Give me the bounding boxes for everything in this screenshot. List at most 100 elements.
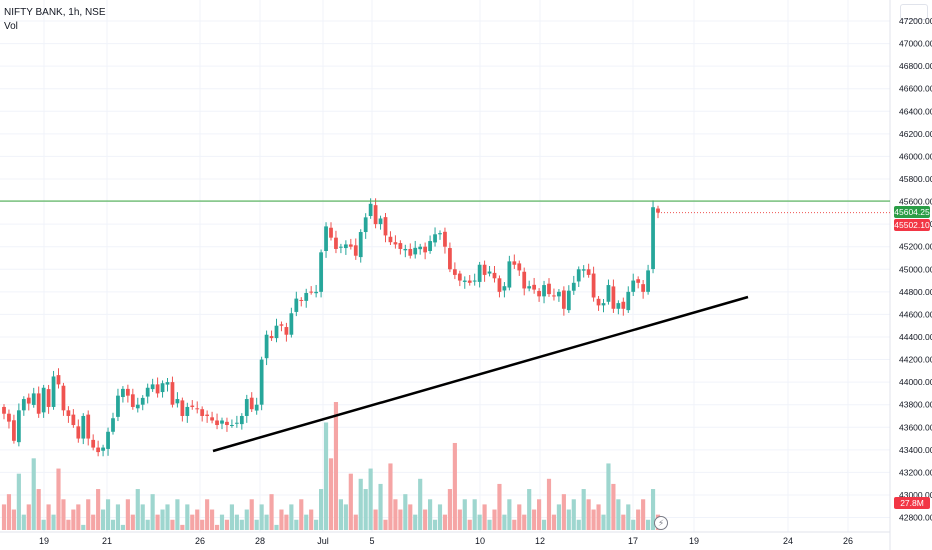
- candle-body: [472, 280, 477, 282]
- time-tick-label: 21: [102, 536, 112, 546]
- candle-body: [294, 298, 299, 312]
- candle-body: [462, 280, 467, 282]
- volume-bar: [239, 519, 244, 530]
- volume-bar: [368, 468, 373, 530]
- volume-bar: [452, 442, 457, 530]
- candle-body: [106, 431, 110, 449]
- volume-bar: [125, 499, 130, 530]
- volume-bar: [36, 489, 41, 530]
- candle-body: [299, 299, 304, 301]
- candle-body: [448, 248, 452, 270]
- volume-bar: [338, 499, 343, 530]
- price-tick-label: 45600.00: [899, 197, 932, 207]
- candle-body: [433, 234, 437, 243]
- volume-bar: [492, 509, 497, 530]
- volume-bar: [284, 514, 289, 530]
- volume-bar: [214, 524, 220, 530]
- volume-bar: [457, 509, 462, 530]
- time-tick-label: Jul: [317, 536, 329, 546]
- candle-body: [210, 417, 214, 421]
- time-tick-label: 28: [255, 536, 265, 546]
- price-tick-label: 46200.00: [899, 129, 932, 139]
- lightning-icon[interactable]: ⚡: [654, 516, 668, 530]
- volume-bar: [96, 489, 101, 530]
- volume-bar: [482, 504, 487, 530]
- volume-bar: [86, 499, 91, 530]
- volume-bar: [294, 519, 299, 530]
- candle-body: [81, 415, 86, 439]
- volume-bar: [467, 519, 472, 530]
- price-tick-label: 45200.00: [899, 242, 932, 252]
- candle-body: [234, 422, 239, 424]
- settings-box[interactable]: [900, 4, 928, 20]
- candle-body: [512, 261, 517, 265]
- candle-body: [309, 291, 314, 293]
- candle-body: [646, 270, 650, 292]
- volume-bar: [561, 494, 566, 530]
- candle-body: [230, 425, 234, 427]
- candle-body: [373, 205, 378, 225]
- volume-bar: [140, 504, 145, 530]
- volume-bar: [502, 514, 507, 530]
- candle-body: [205, 414, 210, 416]
- volume-bar: [16, 473, 21, 530]
- volume-bar: [165, 504, 170, 530]
- candle-body: [358, 232, 363, 258]
- volume-bar: [378, 483, 383, 530]
- volume-bar: [432, 519, 438, 530]
- candle-body: [121, 388, 125, 398]
- volume-indicator-label[interactable]: Vol: [4, 21, 18, 32]
- candle-body: [304, 292, 309, 301]
- volume-bar: [393, 499, 398, 530]
- volume-bar: [180, 524, 185, 530]
- symbol-title[interactable]: NIFTY BANK, 1h, NSE: [4, 7, 106, 18]
- volume-bar: [51, 514, 56, 530]
- time-tick-label: 5: [369, 536, 374, 546]
- volume-bar: [254, 519, 259, 530]
- volume-bar: [343, 504, 348, 530]
- candle-body: [601, 303, 606, 306]
- volume-bar: [353, 514, 358, 530]
- volume-bar: [46, 504, 51, 530]
- candle-body: [259, 359, 264, 405]
- volume-bar: [91, 514, 96, 530]
- volume-bar: [621, 514, 626, 530]
- volume-bar: [76, 504, 81, 530]
- price-tick-label: 43400.00: [899, 445, 932, 455]
- candle-body: [264, 334, 269, 359]
- candle-body: [284, 327, 289, 335]
- candle-body: [576, 269, 581, 282]
- volume-bar: [333, 402, 339, 530]
- volume-bar: [556, 504, 561, 530]
- volume-bar: [571, 499, 576, 530]
- volume-bar: [586, 499, 591, 530]
- volume-bar: [641, 499, 646, 530]
- volume-bar: [66, 519, 71, 530]
- price-tick-label: 47200.00: [899, 16, 932, 26]
- volume-bar: [219, 514, 225, 530]
- volume-bar: [447, 489, 452, 530]
- candle-body: [527, 286, 532, 289]
- price-tick-label: 46000.00: [899, 151, 932, 161]
- candle-body: [289, 313, 294, 335]
- volume-bar: [155, 514, 160, 530]
- candle-body: [175, 399, 180, 404]
- candle-body: [626, 291, 631, 311]
- volume-bar: [21, 514, 26, 530]
- candle-body: [215, 420, 219, 426]
- volume-badge: 27.8M: [894, 497, 930, 509]
- volume-bar: [120, 524, 125, 530]
- volume-bar: [418, 478, 423, 530]
- candle-body: [96, 447, 101, 453]
- volume-bar: [323, 422, 329, 530]
- volume-bar: [244, 509, 249, 530]
- volume-bar: [11, 509, 16, 530]
- volume-bar: [110, 519, 116, 530]
- time-tick-label: 12: [535, 536, 545, 546]
- last-price-badge: 45502.10: [894, 219, 930, 231]
- price-tick-label: 43200.00: [899, 467, 932, 477]
- volume-bar: [41, 519, 46, 530]
- volume-bar: [546, 478, 552, 530]
- candle-body: [324, 226, 328, 251]
